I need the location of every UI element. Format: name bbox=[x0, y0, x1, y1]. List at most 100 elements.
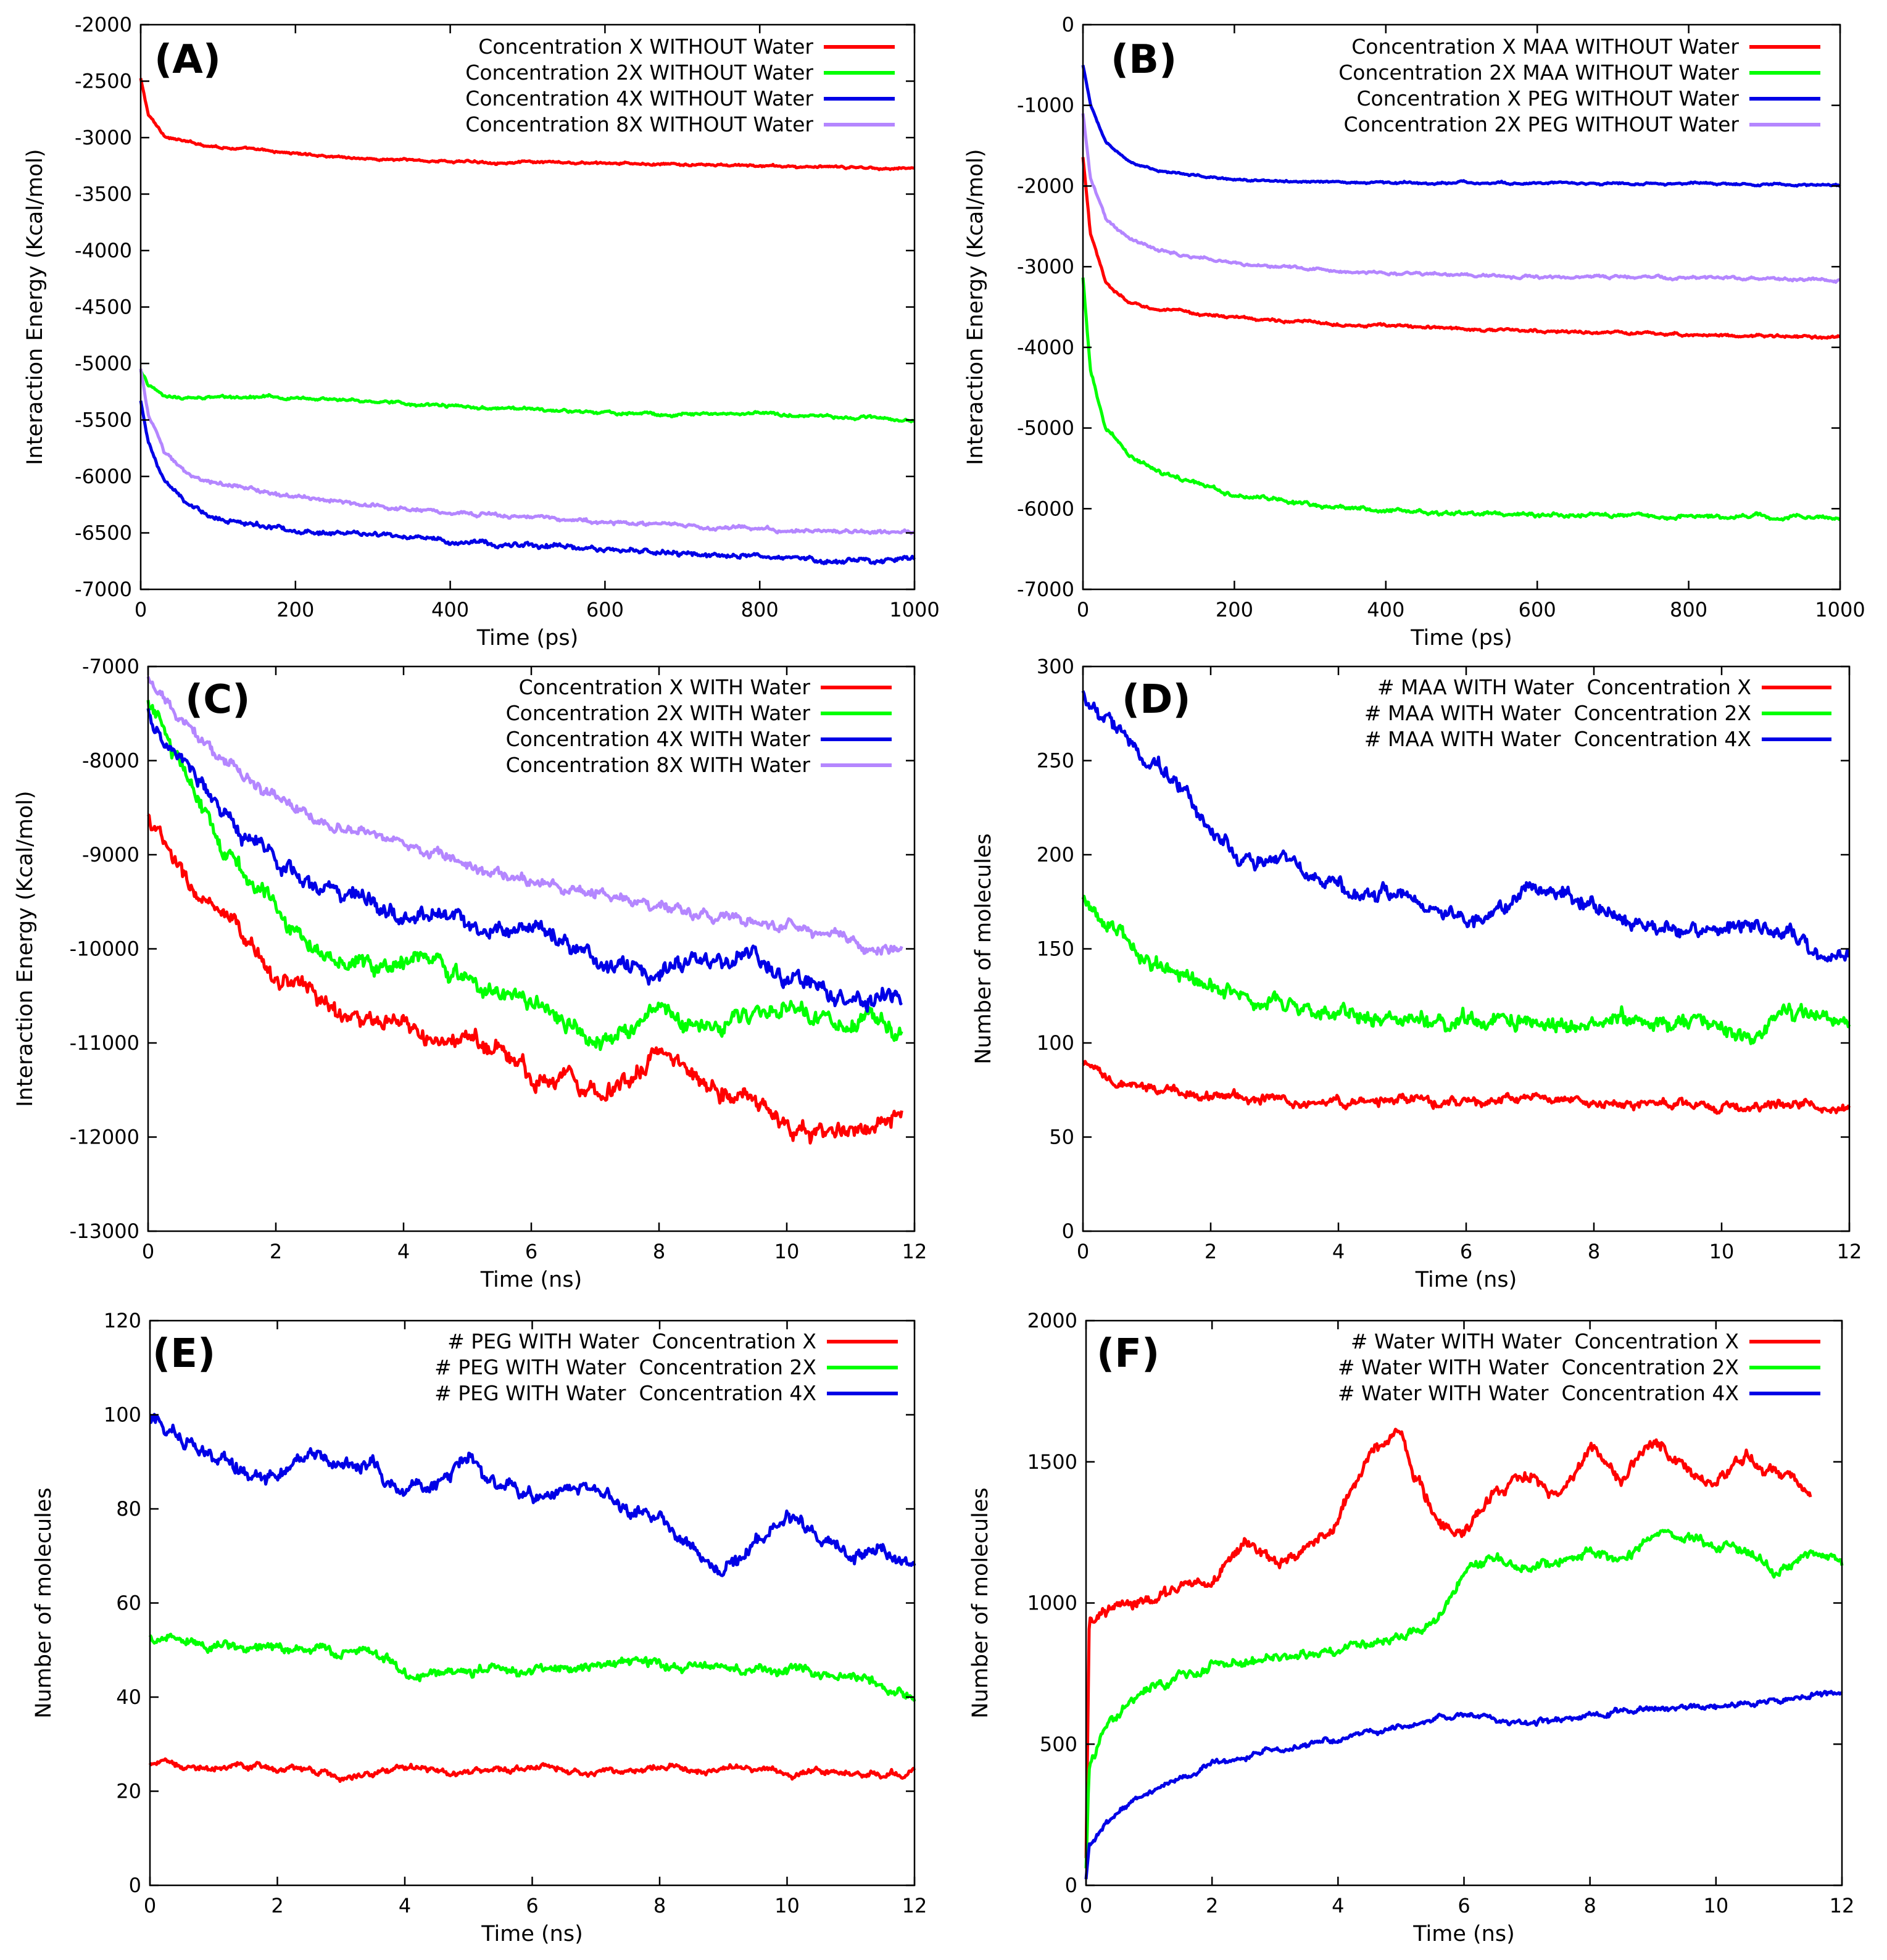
x-tick-label: 800 bbox=[741, 598, 779, 621]
legend-entry-label: Concentration X PEG WITHOUT Water bbox=[1356, 86, 1739, 110]
x-tick-label: 0 bbox=[142, 1240, 154, 1263]
y-tick-label: -13000 bbox=[70, 1219, 139, 1243]
y-tick-label: -6500 bbox=[75, 521, 132, 545]
series-line-b-3 bbox=[1081, 65, 1841, 188]
x-tick-label: 4 bbox=[1332, 1240, 1345, 1263]
series-line-b-4 bbox=[1081, 113, 1841, 284]
x-tick-label: 2 bbox=[271, 1894, 283, 1917]
x-tick-label: 10 bbox=[774, 1894, 800, 1917]
plot-frame bbox=[149, 1319, 916, 1887]
y-axis-label: Interaction Energy (Kcal/mol) bbox=[23, 149, 48, 465]
y-axis-label: Interaction Energy (Kcal/mol) bbox=[13, 791, 38, 1107]
plot-frame bbox=[1082, 23, 1841, 591]
y-tick-label: -3500 bbox=[75, 183, 132, 206]
y-tick-label: -2000 bbox=[75, 13, 132, 36]
y-axis-label: Number of molecules bbox=[971, 833, 996, 1064]
x-tick-label: 4 bbox=[1332, 1894, 1344, 1917]
x-tick-label: 12 bbox=[902, 1240, 927, 1263]
y-tick-label: -10000 bbox=[70, 937, 139, 961]
y-tick-label: 120 bbox=[104, 1309, 141, 1332]
plot-frame bbox=[147, 665, 916, 1232]
series-line-d-1 bbox=[1082, 1060, 1851, 1115]
series-line-f-3 bbox=[1084, 1690, 1843, 1880]
x-tick-label: 800 bbox=[1670, 598, 1707, 621]
legend-entry-label: Concentration 2X MAA WITHOUT Water bbox=[1338, 60, 1739, 85]
x-tick-label: 0 bbox=[144, 1894, 156, 1917]
chart-panel-b: 0 200 400 600 800 1000 -7000 -6000 -5000 -4000 -30… bbox=[963, 13, 1865, 650]
chart-panel-f: 0 2 4 6 8 10 12 0 500 1000 1500 2000 Time (ns) Number… bbox=[968, 1309, 1854, 1946]
legend-entry-label: # PEG WITH Water Concentration 4X bbox=[434, 1381, 816, 1405]
series-line-b-2 bbox=[1081, 277, 1841, 522]
x-tick-label: 400 bbox=[1367, 598, 1404, 621]
series-line-a-1 bbox=[139, 78, 915, 172]
x-tick-label: 6 bbox=[1460, 1240, 1472, 1263]
x-tick-label: 600 bbox=[586, 598, 624, 621]
series-line-e-2 bbox=[148, 1632, 916, 1702]
legend-entry-label: Concentration 2X WITH Water bbox=[506, 701, 811, 725]
panel-label: (B) bbox=[1111, 37, 1177, 83]
x-tick-label: 0 bbox=[1077, 1240, 1089, 1263]
legend-entry-label: # Water WITH Water Concentration 2X bbox=[1338, 1355, 1739, 1379]
x-tick-label: 12 bbox=[902, 1894, 927, 1917]
series-line-c-3 bbox=[146, 708, 903, 1013]
y-tick-label: -5500 bbox=[75, 409, 132, 432]
legend-entry-label: # MAA WITH Water Concentration X bbox=[1377, 675, 1751, 699]
y-tick-label: 100 bbox=[1037, 1031, 1074, 1055]
series-line-d-2 bbox=[1081, 894, 1851, 1045]
x-tick-label: 4 bbox=[397, 1240, 410, 1263]
y-tick-label: -7000 bbox=[75, 578, 132, 601]
chart-panel-c: 0 2 4 6 8 10 12 -13000 -12000 -11000 -10000 -9000 -8… bbox=[13, 655, 927, 1292]
series-line-b-1 bbox=[1081, 157, 1841, 340]
legend-entry-label: # Water WITH Water Concentration 4X bbox=[1338, 1381, 1739, 1405]
y-tick-label: -11000 bbox=[70, 1031, 139, 1055]
y-tick-label: 0 bbox=[1065, 1874, 1077, 1897]
x-tick-label: 0 bbox=[1080, 1894, 1092, 1917]
y-tick-label: 250 bbox=[1037, 749, 1074, 773]
panel-label: (C) bbox=[185, 677, 250, 723]
plot-frame bbox=[1082, 665, 1851, 1232]
series-line-c-1 bbox=[147, 813, 903, 1145]
x-tick-label: 4 bbox=[399, 1894, 411, 1917]
x-tick-label: 2 bbox=[270, 1240, 282, 1263]
y-tick-label: -4000 bbox=[1017, 336, 1074, 359]
y-tick-label: 1000 bbox=[1027, 1592, 1077, 1615]
x-tick-label: 8 bbox=[653, 1894, 666, 1917]
series-line-d-3 bbox=[1081, 690, 1850, 963]
y-tick-label: 50 bbox=[1049, 1126, 1074, 1149]
x-tick-label: 10 bbox=[1709, 1240, 1735, 1263]
y-tick-label: 1500 bbox=[1027, 1450, 1077, 1474]
legend-entry-label: Concentration X WITHOUT Water bbox=[478, 35, 813, 59]
plot-frame bbox=[1085, 1319, 1843, 1887]
x-axis-label: Time (ns) bbox=[480, 1268, 583, 1292]
panel-label: (A) bbox=[154, 37, 221, 83]
legend-entry-label: Concentration X WITH Water bbox=[519, 675, 811, 699]
series-line-f-2 bbox=[1084, 1529, 1844, 1869]
legend-entry-label: # Water WITH Water Concentration X bbox=[1351, 1329, 1739, 1353]
y-tick-label: -7000 bbox=[1017, 578, 1074, 601]
y-tick-label: 100 bbox=[104, 1403, 141, 1427]
legend-entry-label: Concentration 8X WITHOUT Water bbox=[465, 112, 813, 136]
x-tick-label: 8 bbox=[1583, 1894, 1596, 1917]
y-tick-label: -4000 bbox=[75, 239, 132, 262]
panel-label: (E) bbox=[152, 1331, 215, 1377]
legend-entry-label: Concentration 2X WITHOUT Water bbox=[465, 60, 813, 85]
y-tick-label: 200 bbox=[1037, 843, 1074, 866]
x-tick-label: 10 bbox=[774, 1240, 800, 1263]
y-tick-label: 40 bbox=[116, 1685, 141, 1709]
legend-entry-label: Concentration X MAA WITHOUT Water bbox=[1351, 35, 1739, 59]
x-tick-label: 12 bbox=[1830, 1894, 1855, 1917]
y-tick-label: 150 bbox=[1037, 937, 1074, 961]
y-tick-label: -7000 bbox=[82, 655, 139, 678]
series-line-c-2 bbox=[146, 700, 903, 1052]
panel-label: (D) bbox=[1122, 677, 1191, 723]
legend-entry-label: # PEG WITH Water Concentration X bbox=[447, 1329, 816, 1353]
y-tick-label: -1000 bbox=[1017, 94, 1074, 117]
x-tick-label: 10 bbox=[1703, 1894, 1728, 1917]
y-tick-label: -6000 bbox=[75, 465, 132, 488]
panel-label: (F) bbox=[1097, 1331, 1159, 1377]
y-tick-label: -8000 bbox=[82, 749, 139, 773]
legend-entry-label: Concentration 4X WITH Water bbox=[506, 727, 811, 751]
y-tick-label: 2000 bbox=[1027, 1309, 1077, 1332]
y-tick-label: 0 bbox=[1062, 13, 1074, 36]
